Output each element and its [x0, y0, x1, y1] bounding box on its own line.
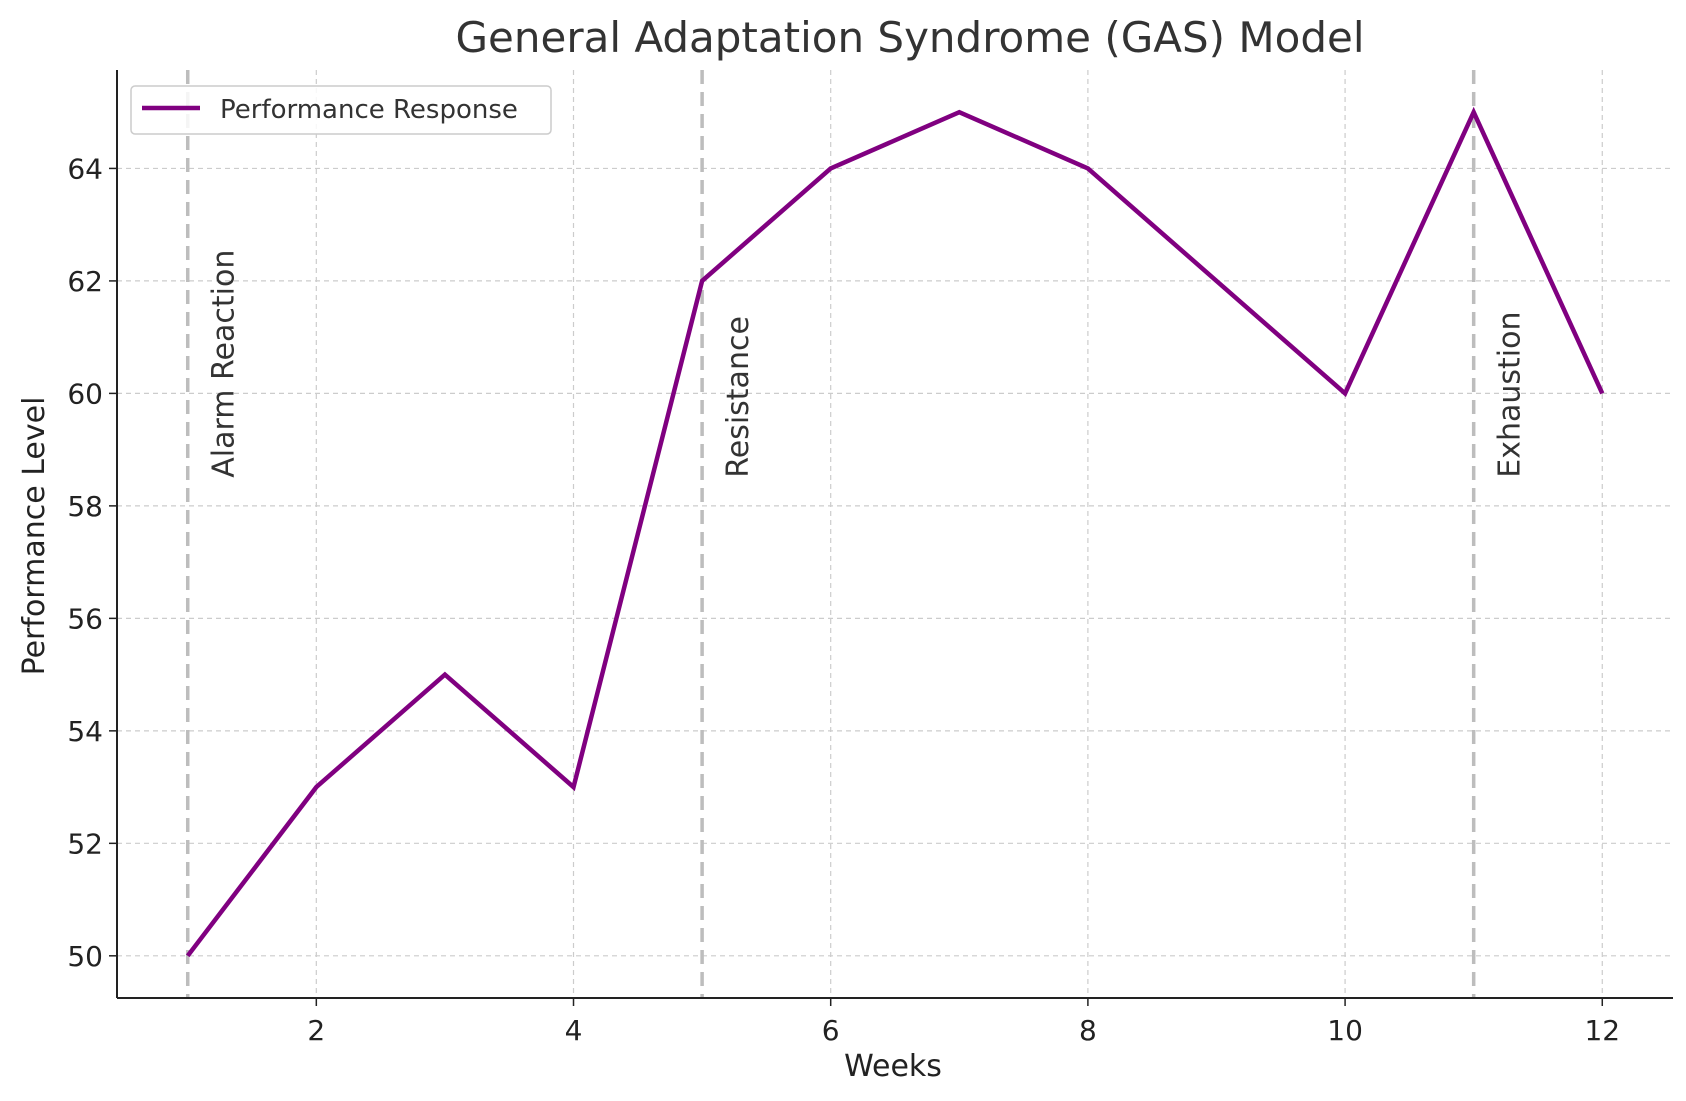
x-tick-label: 8 — [1079, 1014, 1097, 1047]
y-tick-label: 54 — [67, 715, 103, 748]
phase-label: Exhaustion — [1493, 312, 1528, 478]
y-tick-label: 52 — [67, 827, 103, 860]
ticks: 2 4 6 8 10 12 50 52 54 56 58 60 62 64 — [67, 152, 1620, 1047]
legend: Performance Response — [130, 85, 552, 135]
x-tick-label: 10 — [1327, 1014, 1363, 1047]
series-layer — [185, 106, 1605, 958]
series-line — [185, 106, 1605, 958]
phase-label: Alarm Reaction — [207, 250, 242, 478]
chart-title: General Adaptation Syndrome (GAS) Model — [455, 13, 1364, 62]
y-tick-label: 58 — [67, 490, 103, 523]
x-tick-label: 12 — [1584, 1014, 1620, 1047]
y-tick-label: 64 — [67, 152, 103, 185]
x-axis-label: Weeks — [844, 1049, 942, 1084]
legend-box — [130, 85, 552, 135]
phase-label: Resistance — [721, 316, 756, 478]
y-tick-label: 50 — [67, 940, 103, 973]
y-axis-label: Performance Level — [17, 397, 52, 676]
y-tick-label: 60 — [67, 377, 103, 410]
y-tick-label: 56 — [67, 602, 103, 635]
y-tick-label: 62 — [67, 265, 103, 298]
x-tick-label: 2 — [307, 1014, 325, 1047]
x-tick-label: 4 — [565, 1014, 583, 1047]
axes — [116, 70, 1673, 999]
legend-entry-performance-response: Performance Response — [220, 95, 518, 125]
phase-markers: Alarm Reaction Resistance Exhaustion — [185, 70, 1528, 998]
grid — [117, 70, 1673, 998]
x-tick-label: 6 — [822, 1014, 840, 1047]
